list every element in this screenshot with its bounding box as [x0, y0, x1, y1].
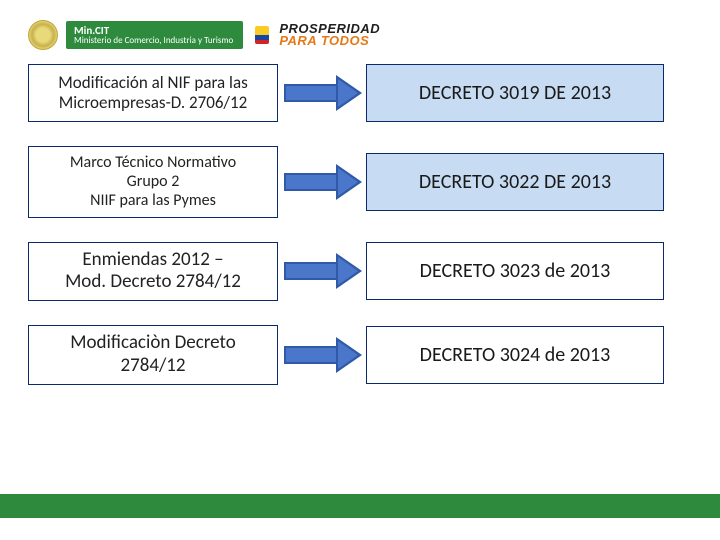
prosperidad-line2: PARA TODOS	[279, 35, 380, 47]
mincit-subtitle: Ministerio de Comercio, Industria y Turi…	[74, 36, 233, 45]
right-box: DECRETO 3019 DE 2013	[366, 64, 664, 122]
header: Min.CIT Ministerio de Comercio, Industri…	[0, 0, 720, 58]
footer-bar	[0, 494, 720, 518]
diagram-row: Modificaciòn Decreto2784/12 DECRETO 3024 …	[28, 325, 692, 385]
left-box: Enmiendas 2012 –Mod. Decreto 2784/12	[28, 242, 278, 302]
prosperidad-logo: PROSPERIDAD PARA TODOS	[279, 23, 380, 48]
diagram-row: Marco Técnico NormativoGrupo 2NIIF para …	[28, 146, 692, 218]
left-box: Modificaciòn Decreto2784/12	[28, 325, 278, 385]
coat-of-arms-icon	[28, 20, 58, 50]
arrow-right-icon	[284, 76, 364, 110]
right-box: DECRETO 3024 de 2013	[366, 326, 664, 384]
arrow-right-icon	[284, 338, 364, 372]
left-box: Modificación al NIF para lasMicroempresa…	[28, 64, 278, 122]
mincit-badge: Min.CIT Ministerio de Comercio, Industri…	[66, 21, 243, 50]
right-box: DECRETO 3023 de 2013	[366, 242, 664, 300]
diagram-rows: Modificación al NIF para lasMicroempresa…	[0, 58, 720, 385]
diagram-row: Enmiendas 2012 –Mod. Decreto 2784/12 DECR…	[28, 242, 692, 302]
right-box: DECRETO 3022 DE 2013	[366, 153, 664, 211]
arrow-right-icon	[284, 165, 364, 199]
colombia-flag-icon	[255, 26, 269, 44]
arrow-right-icon	[284, 254, 364, 288]
diagram-row: Modificación al NIF para lasMicroempresa…	[28, 64, 692, 122]
left-box: Marco Técnico NormativoGrupo 2NIIF para …	[28, 146, 278, 218]
